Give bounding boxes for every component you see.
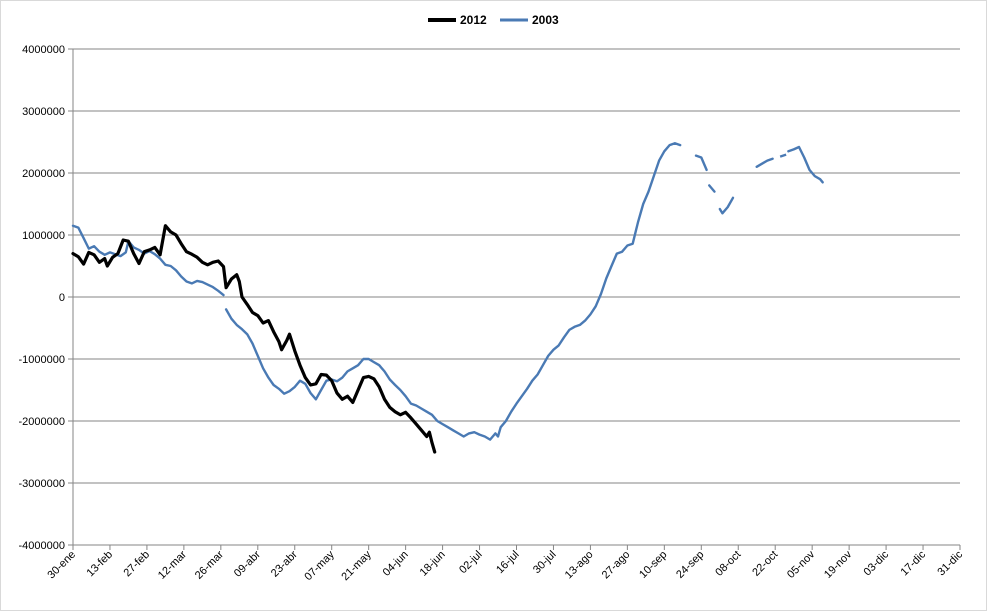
series-line-2003 xyxy=(708,184,716,193)
series-line-2003 xyxy=(787,145,824,184)
series-line-2003 xyxy=(779,153,787,158)
legend: 2012 2003 xyxy=(428,13,559,27)
y-axis: 4000000 3000000 2000000 1000000 0 -1000000 -20… xyxy=(19,44,74,552)
series-line-2003 xyxy=(718,196,735,215)
y-tick-label: 4000000 xyxy=(22,44,65,56)
series-layer xyxy=(71,142,824,454)
y-tick-label: 1000000 xyxy=(22,230,65,242)
y-tick-label: 2000000 xyxy=(22,168,65,180)
series-line-2003 xyxy=(694,154,708,172)
y-tick-label: -2000000 xyxy=(19,416,66,428)
series-2012 xyxy=(71,224,437,454)
y-tick-label: 3000000 xyxy=(22,106,65,118)
legend-label-2012: 2012 xyxy=(460,13,487,27)
series-line-2003 xyxy=(755,157,774,168)
y-tick-label: -3000000 xyxy=(19,478,66,490)
legend-label-2003: 2003 xyxy=(532,13,559,27)
y-tick-label: -4000000 xyxy=(19,540,66,552)
series-2003 xyxy=(71,142,824,441)
series-line-2012 xyxy=(71,224,437,454)
y-tick-label: -1000000 xyxy=(19,354,66,366)
series-line-2003 xyxy=(224,142,682,441)
y-tick-label: 0 xyxy=(59,292,65,304)
